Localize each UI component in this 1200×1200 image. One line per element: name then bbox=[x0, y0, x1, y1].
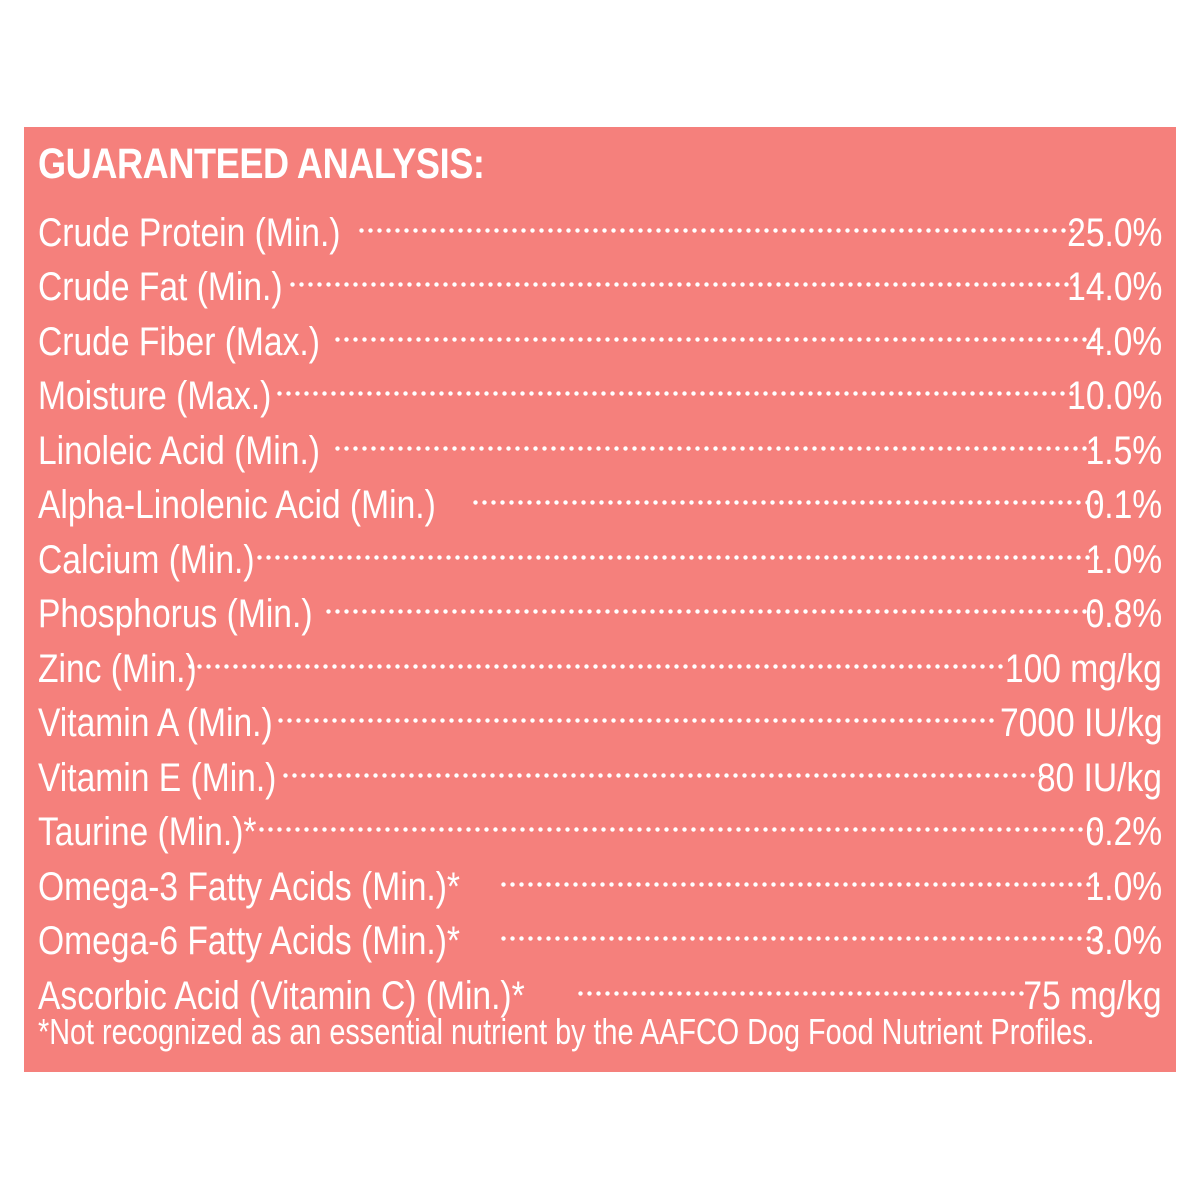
dot-leader bbox=[470, 464, 1099, 519]
nutrient-value: 1.0% bbox=[1085, 864, 1162, 909]
analysis-row: Moisture (Max.) 10.0% bbox=[38, 355, 1162, 418]
analysis-row: Phosphorus (Min.) 0.8% bbox=[38, 573, 1162, 636]
nutrient-label: Linoleic Acid (Min.) bbox=[38, 428, 320, 473]
dot-leader bbox=[257, 791, 1099, 846]
nutrient-label: Omega-6 Fatty Acids (Min.)* bbox=[38, 919, 460, 963]
analysis-row: Crude Fiber (Max.) 4.0% bbox=[38, 300, 1162, 364]
dot-leader bbox=[357, 191, 1077, 246]
footnote: *Not recognized as an essential nutrient… bbox=[38, 1010, 1095, 1052]
nutrient-value: 0.8% bbox=[1085, 592, 1162, 636]
dot-leader bbox=[288, 246, 1077, 301]
nutrient-label: Alpha-Linolenic Acid (Min.) bbox=[38, 483, 436, 527]
analysis-title: GUARANTEED ANALYSIS: bbox=[38, 140, 485, 188]
nutrient-value: 3.0% bbox=[1085, 919, 1162, 963]
analysis-rows: Crude Protein (Min.) 25.0% Crude Fat (Mi… bbox=[38, 191, 1162, 1018]
nutrient-value: 7000 IU/kg bbox=[999, 701, 1162, 745]
nutrient-label: Calcium (Min.) bbox=[38, 537, 255, 582]
analysis-row: Calcium (Min.) 1.0% bbox=[38, 518, 1162, 582]
analysis-row: Vitamin A (Min.) 7000 IU/kg bbox=[38, 682, 1162, 745]
nutrient-label: Omega-3 Fatty Acids (Min.)* bbox=[38, 864, 460, 909]
nutrient-label: Crude Fiber (Max.) bbox=[38, 319, 320, 364]
guaranteed-analysis-panel: GUARANTEED ANALYSIS: Crude Protein (Min.… bbox=[24, 127, 1176, 1072]
analysis-row: Linoleic Acid (Min.) 1.5% bbox=[38, 409, 1162, 473]
analysis-row: Ascorbic Acid (Vitamin C) (Min.)* 75 mg/… bbox=[38, 954, 1162, 1018]
nutrient-value: 14.0% bbox=[1066, 265, 1162, 309]
dot-leader bbox=[499, 845, 1099, 900]
nutrient-label: Ascorbic Acid (Vitamin C) (Min.)* bbox=[38, 973, 525, 1018]
nutrient-value: 80 IU/kg bbox=[1036, 755, 1162, 800]
analysis-row: Omega-3 Fatty Acids (Min.)* 1.0% bbox=[38, 845, 1162, 909]
analysis-row: Crude Fat (Min.) 14.0% bbox=[38, 246, 1162, 309]
dot-leader bbox=[254, 518, 1099, 573]
analysis-row: Omega-6 Fatty Acids (Min.)* 3.0% bbox=[38, 900, 1162, 963]
nutrient-value: 1.0% bbox=[1085, 537, 1162, 582]
analysis-row: Vitamin E (Min.) 80 IU/kg bbox=[38, 736, 1162, 800]
analysis-row: Alpha-Linolenic Acid (Min.) 0.1% bbox=[38, 464, 1162, 527]
nutrient-label: Moisture (Max.) bbox=[38, 374, 272, 418]
nutrient-label: Phosphorus (Min.) bbox=[38, 592, 313, 636]
nutrient-value: 10.0% bbox=[1066, 374, 1162, 418]
dot-leader bbox=[332, 300, 1099, 355]
dot-leader bbox=[280, 736, 1041, 791]
dot-leader bbox=[274, 355, 1077, 410]
dot-leader bbox=[576, 954, 1025, 1009]
dot-leader bbox=[499, 900, 1099, 955]
dot-leader bbox=[185, 627, 1003, 682]
nutrient-label: Vitamin E (Min.) bbox=[38, 755, 277, 800]
nutrient-value: 25.0% bbox=[1066, 210, 1162, 255]
nutrient-label: Taurine (Min.)* bbox=[38, 810, 257, 854]
nutrient-label: Crude Protein (Min.) bbox=[38, 210, 341, 255]
nutrient-value: 1.5% bbox=[1085, 428, 1162, 473]
analysis-row: Zinc (Min.) 100 mg/kg bbox=[38, 627, 1162, 691]
nutrient-value: 100 mg/kg bbox=[1005, 646, 1162, 691]
nutrient-label: Vitamin A (Min.) bbox=[38, 701, 273, 745]
nutrient-value: 0.2% bbox=[1085, 810, 1162, 854]
analysis-row: Crude Protein (Min.) 25.0% bbox=[38, 191, 1162, 255]
nutrient-value: 75 mg/kg bbox=[1023, 973, 1162, 1018]
dot-leader bbox=[323, 573, 1099, 628]
analysis-row: Taurine (Min.)* 0.2% bbox=[38, 791, 1162, 854]
nutrient-label: Crude Fat (Min.) bbox=[38, 265, 283, 309]
dot-leader bbox=[332, 409, 1099, 464]
dot-leader bbox=[276, 682, 997, 737]
nutrient-value: 4.0% bbox=[1085, 319, 1162, 364]
nutrient-label: Zinc (Min.) bbox=[38, 646, 197, 691]
nutrient-value: 0.1% bbox=[1085, 483, 1162, 527]
